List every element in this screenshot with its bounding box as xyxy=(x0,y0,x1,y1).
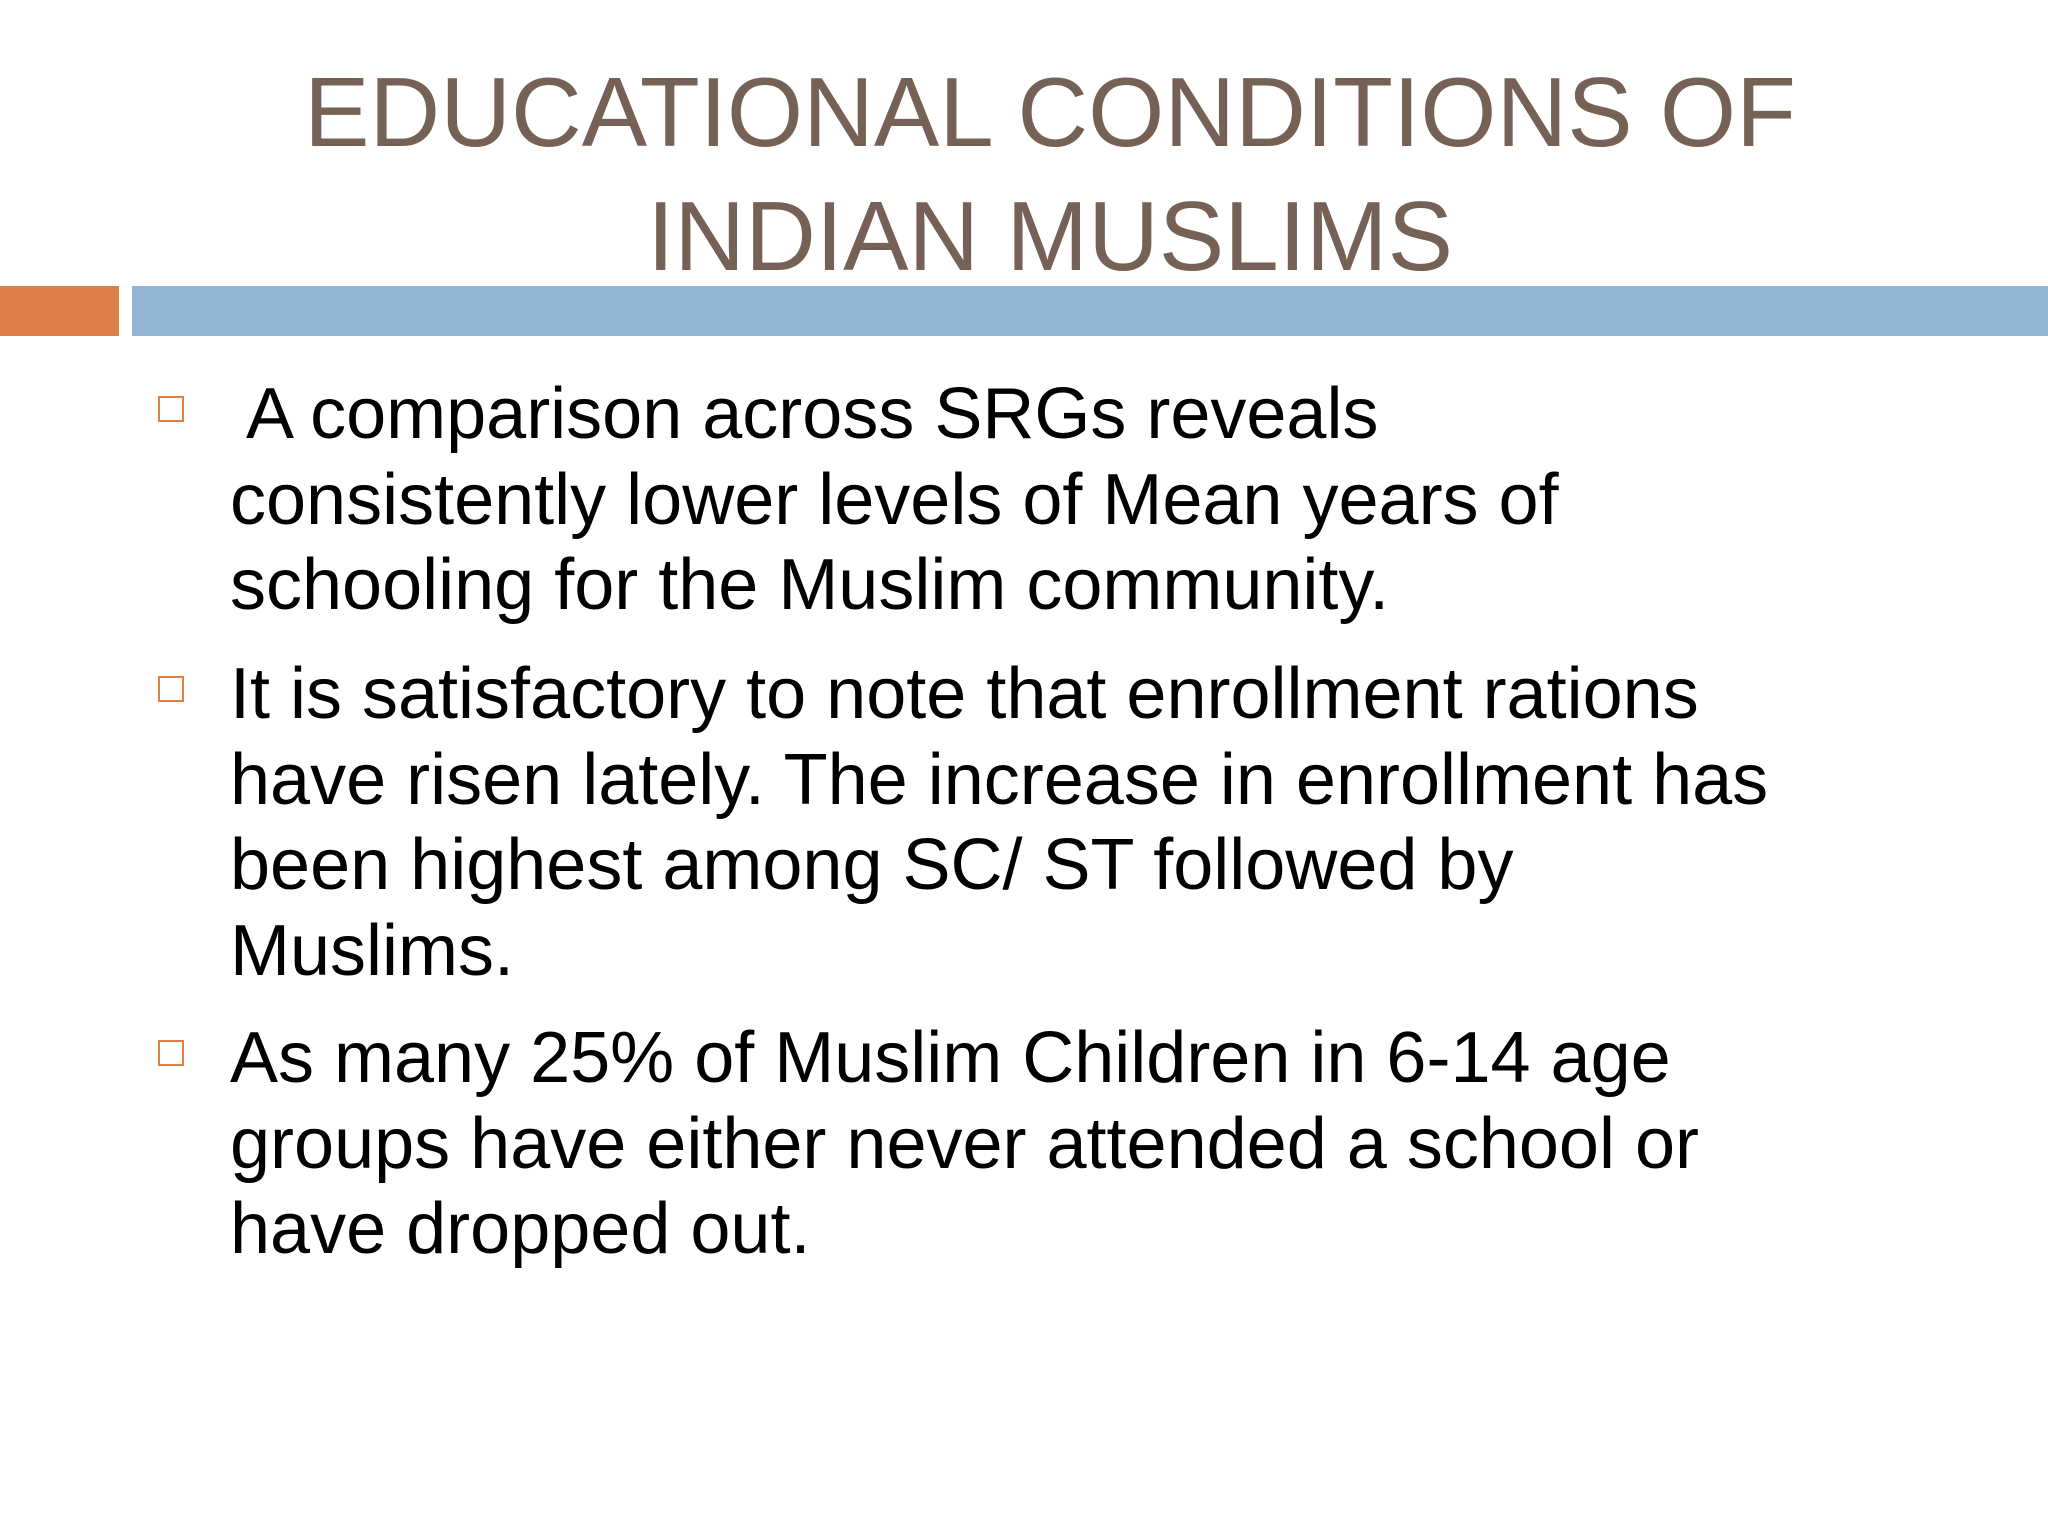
title-accent-bar xyxy=(0,286,119,336)
bullet-line: have risen lately. The increase in enrol… xyxy=(230,739,1769,820)
bullet-line: Muslims. xyxy=(230,910,514,991)
bullet-line: consistently lower levels of Mean years … xyxy=(230,459,1559,540)
bullet-text: It is satisfactory to note that enrollme… xyxy=(230,652,2020,994)
bullet-line: schooling for the Muslim community. xyxy=(230,545,1390,625)
slide-title: EDUCATIONAL CONDITIONS OF INDIAN MUSLIMS xyxy=(160,50,1940,298)
bullet-line: been highest among SC/ ST followed by xyxy=(230,825,1514,905)
bullet-line: As many 25% of Muslim Children in 6-14 a… xyxy=(230,1018,1671,1098)
hollow-square-icon xyxy=(158,1040,184,1066)
slide-title-line-1: EDUCATIONAL CONDITIONS OF xyxy=(304,57,1796,167)
slide-title-line-2: INDIAN MUSLIMS xyxy=(647,181,1453,291)
title-divider-bar xyxy=(132,286,2048,336)
hollow-square-icon xyxy=(158,676,184,702)
hollow-square-icon xyxy=(158,396,184,422)
bullet-line: A comparison across SRGs reveals xyxy=(230,374,1379,454)
bullet-line: It is satisfactory to note that enrollme… xyxy=(230,654,1699,734)
bullet-text: A comparison across SRGs reveals consist… xyxy=(230,372,2020,629)
bullet-text: As many 25% of Muslim Children in 6-14 a… xyxy=(230,1016,2020,1273)
bullet-line: have dropped out. xyxy=(230,1189,811,1269)
bullet-line: groups have either never attended a scho… xyxy=(230,1103,1699,1184)
